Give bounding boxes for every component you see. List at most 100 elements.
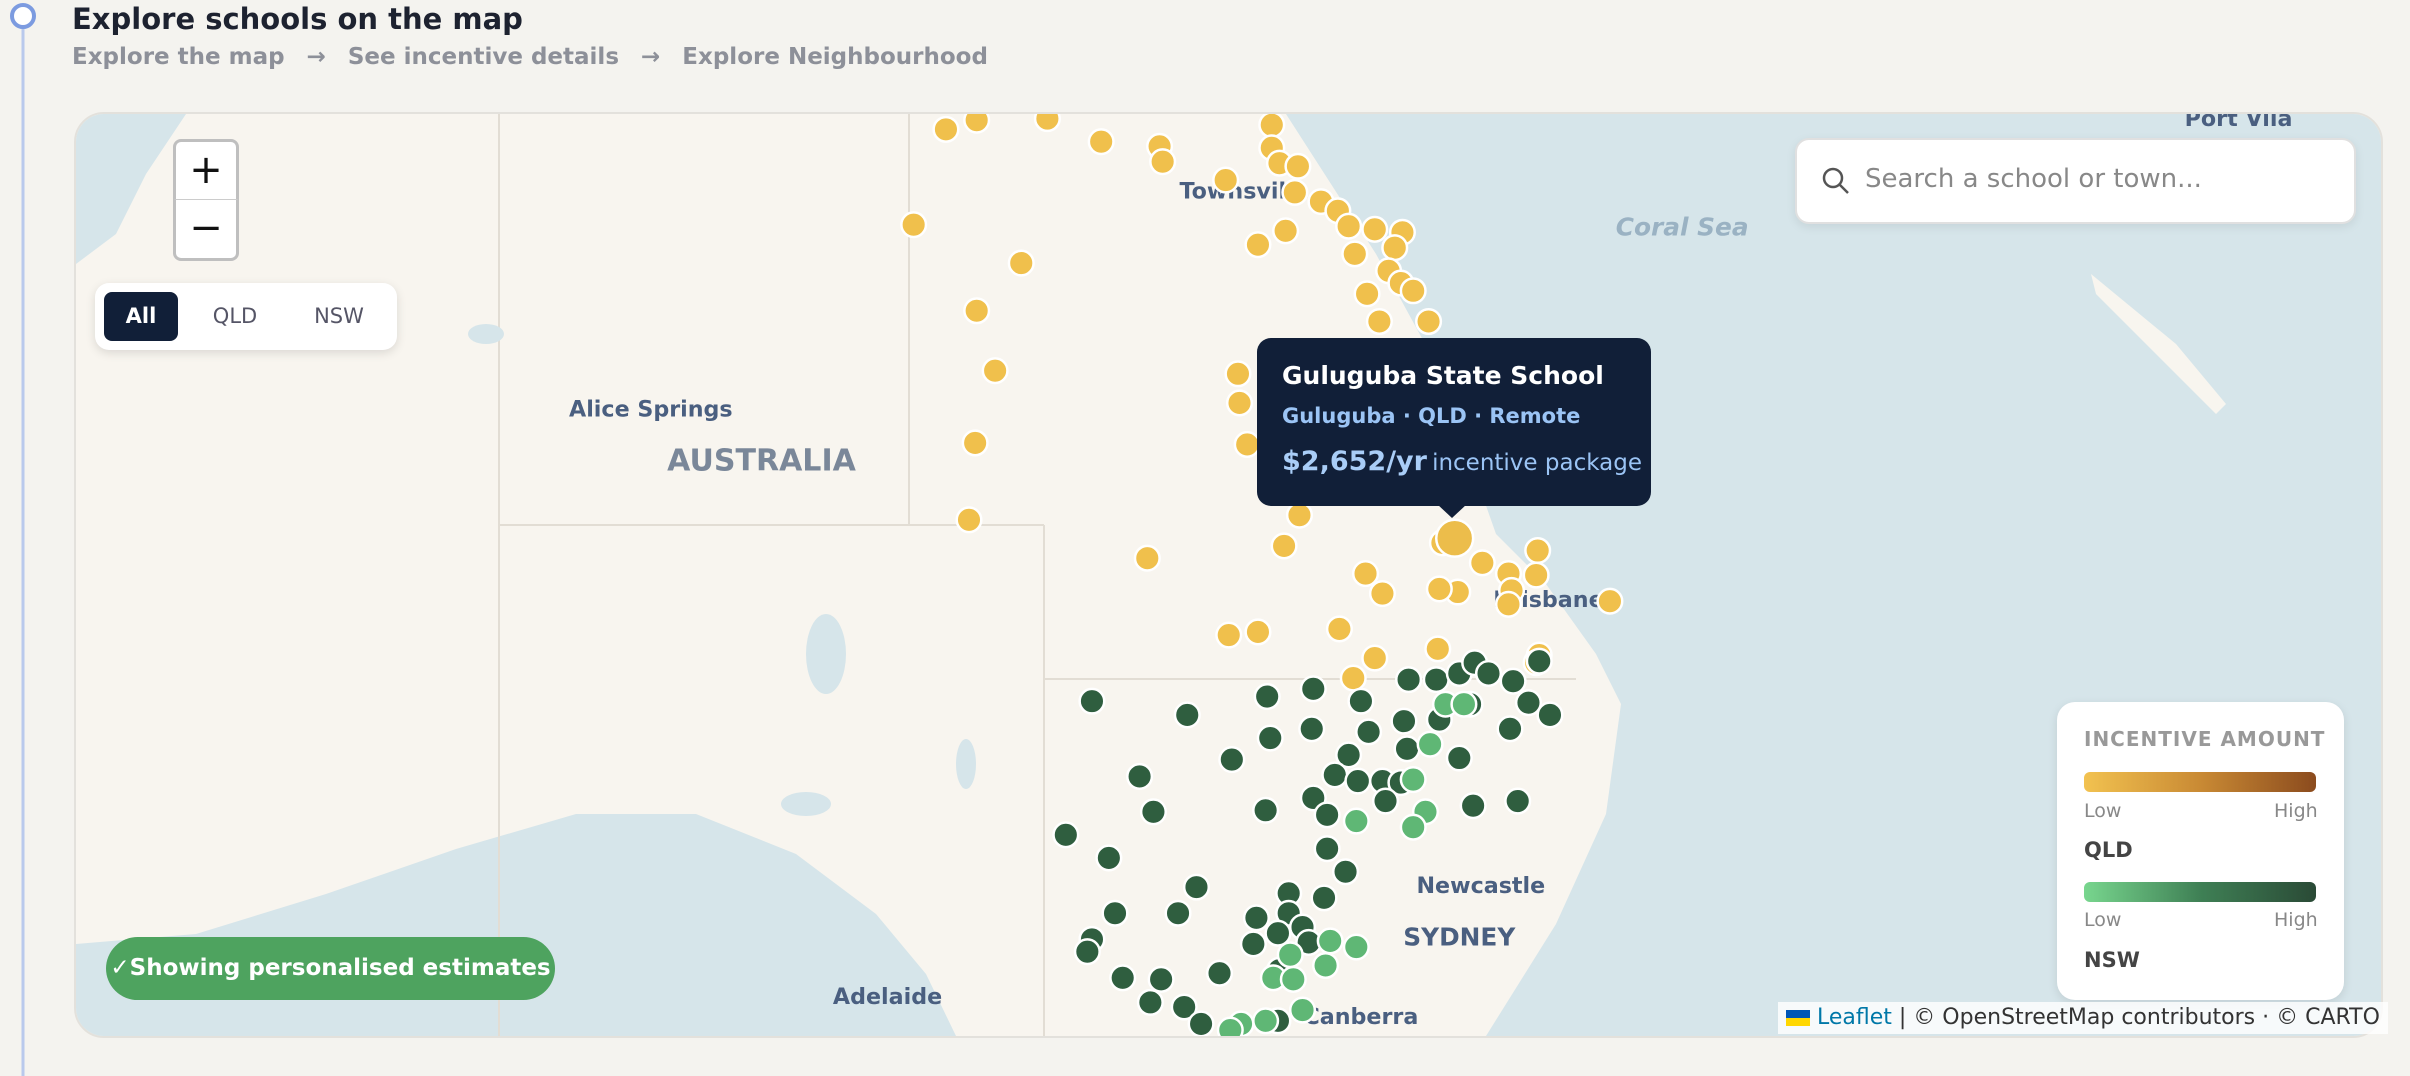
school-marker[interactable] [1216, 1016, 1244, 1036]
school-marker[interactable] [1215, 621, 1243, 649]
school-marker[interactable] [1252, 1007, 1280, 1035]
school-marker[interactable] [1276, 941, 1304, 969]
map[interactable]: Townsville Coral Sea Port Vila Alice Spring… [74, 112, 2383, 1038]
school-marker[interactable] [1133, 544, 1161, 572]
school-marker[interactable] [1313, 835, 1341, 863]
school-marker[interactable] [1596, 587, 1624, 615]
school-marker[interactable] [1399, 277, 1427, 305]
zoom-out[interactable]: − [173, 199, 239, 261]
school-marker[interactable] [1149, 148, 1177, 176]
step[interactable]: Explore Neighbourhood [682, 44, 988, 70]
school-marker[interactable] [1342, 807, 1370, 835]
school-marker[interactable] [1310, 884, 1338, 912]
school-marker[interactable] [1325, 615, 1353, 643]
school-marker[interactable] [1139, 798, 1167, 826]
school-marker[interactable] [1033, 114, 1061, 133]
school-marker[interactable] [1459, 792, 1487, 820]
school-marker[interactable] [1312, 951, 1340, 980]
school-marker[interactable] [1524, 536, 1552, 565]
school-marker[interactable] [1205, 959, 1234, 987]
school-marker[interactable] [1095, 844, 1123, 872]
school-marker[interactable] [963, 114, 991, 134]
school-marker[interactable] [1351, 560, 1380, 588]
school-marker[interactable] [1187, 1010, 1215, 1036]
school-marker[interactable] [1504, 787, 1532, 815]
school-marker[interactable] [1264, 919, 1292, 947]
school-marker[interactable] [981, 357, 1009, 385]
school-marker[interactable] [1450, 690, 1478, 718]
school-marker[interactable] [1416, 730, 1444, 758]
school-marker[interactable] [1225, 389, 1254, 417]
school-marker[interactable] [1087, 128, 1115, 156]
school-marker[interactable] [955, 506, 983, 534]
school-marker[interactable] [1335, 741, 1363, 769]
school-marker[interactable] [1272, 217, 1300, 245]
school-marker[interactable] [1522, 561, 1550, 589]
school-marker[interactable] [1339, 664, 1367, 692]
school-marker[interactable] [1371, 787, 1400, 815]
school-marker[interactable] [1279, 965, 1307, 993]
school-marker[interactable] [1361, 215, 1389, 243]
school-marker[interactable] [1422, 666, 1450, 694]
school-marker[interactable] [961, 429, 989, 457]
school-marker[interactable] [1399, 813, 1427, 841]
school-marker[interactable] [1299, 675, 1327, 703]
school-marker[interactable] [1425, 575, 1453, 603]
school-marker[interactable] [1007, 249, 1035, 277]
school-marker[interactable] [1147, 965, 1175, 993]
zoom-in[interactable]: + [173, 139, 239, 203]
school-marker[interactable] [1353, 280, 1381, 308]
school-marker[interactable] [1284, 152, 1312, 180]
filter-qld[interactable]: QLD [212, 304, 258, 328]
school-marker[interactable] [1381, 234, 1409, 262]
school-marker[interactable] [1078, 687, 1106, 715]
school-marker[interactable] [1242, 904, 1270, 932]
school-marker[interactable] [1244, 231, 1272, 259]
school-marker[interactable] [1218, 745, 1246, 774]
school-marker[interactable] [1390, 707, 1418, 735]
school-marker[interactable] [1368, 579, 1396, 608]
school-marker[interactable] [1182, 873, 1211, 901]
school-marker[interactable] [1253, 682, 1281, 711]
school-marker[interactable] [1344, 767, 1372, 795]
school-marker[interactable] [1281, 178, 1309, 206]
school-marker[interactable] [1288, 996, 1317, 1024]
leaflet-link[interactable]: Leaflet [1817, 1005, 1892, 1030]
school-marker[interactable] [1126, 762, 1154, 790]
school-marker[interactable] [1285, 501, 1313, 529]
school-marker[interactable] [900, 211, 928, 239]
school-marker[interactable] [1052, 821, 1080, 849]
school-marker[interactable] [1256, 724, 1284, 752]
school-marker[interactable] [1341, 240, 1369, 268]
step[interactable]: Explore the map [72, 44, 285, 70]
school-marker[interactable] [1434, 518, 1475, 558]
school-marker[interactable] [1101, 899, 1129, 927]
school-marker[interactable] [1393, 735, 1421, 763]
school-marker[interactable] [1395, 666, 1423, 694]
school-marker[interactable] [1355, 718, 1383, 746]
school-marker[interactable] [1399, 765, 1427, 794]
school-marker[interactable] [1499, 667, 1527, 695]
school-marker[interactable] [1313, 801, 1341, 829]
school-marker[interactable] [1332, 858, 1360, 886]
school-marker[interactable] [1136, 988, 1164, 1016]
filter-nsw[interactable]: NSW [314, 304, 364, 328]
school-marker[interactable] [1316, 927, 1344, 955]
school-marker[interactable] [1321, 761, 1349, 789]
school-marker[interactable] [1365, 307, 1393, 336]
school-marker[interactable] [1496, 715, 1524, 743]
school-marker[interactable] [963, 297, 991, 325]
school-marker[interactable] [1073, 938, 1101, 966]
school-marker[interactable] [1415, 307, 1443, 336]
school-marker[interactable] [1164, 899, 1192, 927]
school-marker[interactable] [1335, 212, 1363, 240]
school-marker[interactable] [1258, 114, 1286, 139]
school-marker[interactable] [1361, 644, 1389, 672]
school-marker[interactable] [1474, 659, 1503, 688]
school-marker[interactable] [1270, 532, 1298, 560]
school-marker[interactable] [1170, 993, 1198, 1021]
school-marker[interactable] [1468, 549, 1496, 577]
school-marker[interactable] [1212, 166, 1240, 194]
step[interactable]: See incentive details [347, 44, 620, 70]
